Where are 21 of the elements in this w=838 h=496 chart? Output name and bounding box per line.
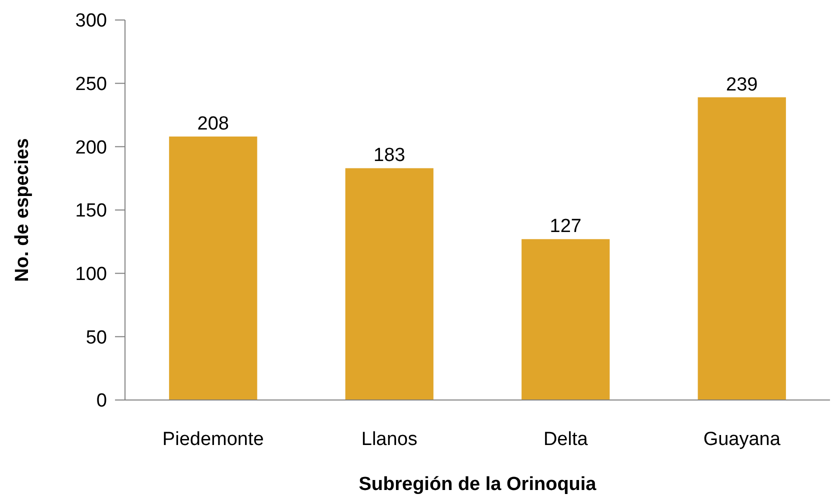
data-label: 127: [550, 216, 582, 238]
bar: [345, 168, 434, 400]
x-tick-label: Piedemonte: [162, 429, 264, 450]
data-label: 183: [374, 145, 406, 166]
x-tick-label: Guayana: [703, 429, 781, 450]
y-tick-label: 0: [96, 390, 107, 412]
y-tick-label: 250: [75, 74, 107, 95]
y-tick-label: 50: [86, 327, 107, 348]
x-tick-label: Llanos: [361, 429, 418, 450]
data-label: 208: [197, 114, 229, 135]
y-axis-title: No. de especies: [12, 138, 33, 282]
x-axis-title: Subregión de la Orinoquia: [358, 474, 597, 495]
x-tick-label: Delta: [543, 429, 588, 450]
y-tick-label: 150: [75, 200, 107, 222]
data-label: 239: [726, 74, 758, 96]
bar: [169, 136, 258, 400]
y-tick-label: 300: [75, 10, 107, 32]
y-tick-label: 200: [75, 137, 107, 158]
y-tick-label: 100: [75, 264, 107, 285]
bar: [522, 239, 610, 400]
bar: [698, 97, 786, 400]
